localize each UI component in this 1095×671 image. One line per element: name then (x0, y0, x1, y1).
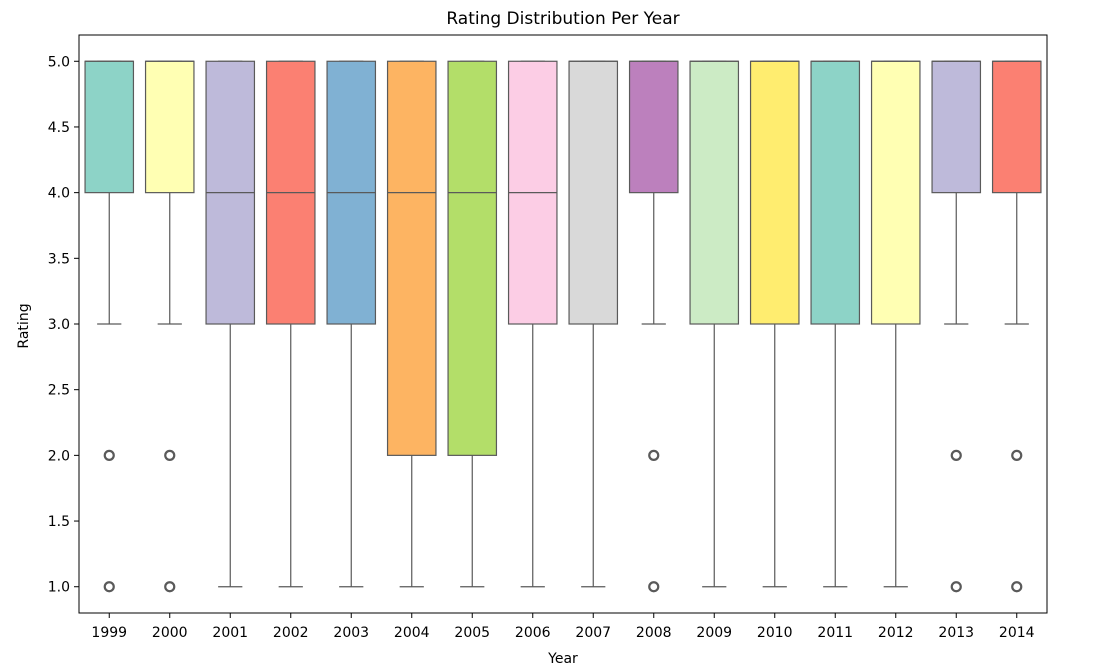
y-axis-label: Rating (16, 303, 32, 348)
x-tick-label: 2001 (212, 625, 248, 641)
y-tick-label: 5.0 (48, 54, 70, 70)
box-2010 (749, 60, 800, 588)
box-2006 (507, 60, 558, 588)
outlier-point (103, 581, 115, 593)
x-tick-label: 2005 (454, 625, 490, 641)
y-tick-label: 1.0 (48, 580, 70, 596)
y-tick-label: 2.0 (48, 448, 70, 464)
box-2005 (447, 60, 498, 588)
box-iqr (386, 60, 437, 456)
outlier-point (648, 581, 660, 593)
box-iqr (931, 60, 982, 194)
x-tick-label: 2008 (636, 625, 672, 641)
y-tick-label: 4.0 (48, 186, 70, 202)
x-tick-label: 2009 (696, 625, 732, 641)
x-tick-label: 2007 (575, 625, 611, 641)
x-tick-label: 2002 (273, 625, 309, 641)
x-tick-label: 1999 (91, 625, 127, 641)
outlier-point (1011, 581, 1023, 593)
x-tick-label: 2000 (152, 625, 188, 641)
box-2002 (265, 60, 316, 588)
y-tick-label: 3.5 (48, 251, 70, 267)
box-iqr (749, 60, 800, 325)
box-2012 (870, 60, 921, 588)
box-2008 (628, 60, 679, 593)
box-2003 (326, 60, 377, 588)
y-tick-label: 4.5 (48, 120, 70, 136)
y-tick-label: 2.5 (48, 383, 70, 399)
x-tick-label: 2014 (999, 625, 1035, 641)
chart-title: Rating Distribution Per Year (446, 9, 679, 29)
box-iqr (447, 60, 498, 456)
box-2011 (810, 60, 861, 588)
box-iqr (810, 60, 861, 325)
y-tick-label: 3.0 (48, 317, 70, 333)
outlier-point (950, 449, 962, 461)
box-iqr (870, 60, 921, 325)
plot-area (78, 34, 1048, 614)
x-axis: 1999 2000 2001 2002 2003 2004 2005 2006 2007 2008… (91, 613, 1035, 641)
x-tick-label: 2011 (817, 625, 853, 641)
x-tick-label: 2003 (333, 625, 369, 641)
box-2009 (689, 60, 740, 588)
outlier-point (164, 581, 176, 593)
box-2004 (386, 60, 437, 588)
x-axis-label: Year (547, 651, 578, 667)
x-tick-label: 2012 (878, 625, 914, 641)
x-tick-label: 2006 (515, 625, 551, 641)
box-iqr (628, 60, 679, 194)
x-tick-label: 2013 (938, 625, 974, 641)
box-iqr (991, 60, 1042, 194)
box-iqr (568, 60, 619, 325)
box-2007 (568, 60, 619, 588)
x-tick-label: 2010 (757, 625, 793, 641)
outlier-point (648, 449, 660, 461)
box-iqr (144, 60, 195, 194)
y-tick-label: 1.5 (48, 514, 70, 530)
box-1999 (84, 60, 135, 593)
outlier-point (164, 449, 176, 461)
box-iqr (84, 60, 135, 194)
outlier-point (950, 581, 962, 593)
box-iqr (689, 60, 740, 325)
box-2013 (931, 60, 982, 593)
x-tick-label: 2004 (394, 625, 430, 641)
outlier-point (1011, 449, 1023, 461)
box-2001 (205, 60, 256, 588)
y-axis: 1.0 1.5 2.0 2.5 3.0 3.5 4.0 4.5 5.0 (48, 54, 79, 596)
box-2000 (144, 60, 195, 593)
outlier-point (103, 449, 115, 461)
box-2014 (991, 60, 1042, 593)
